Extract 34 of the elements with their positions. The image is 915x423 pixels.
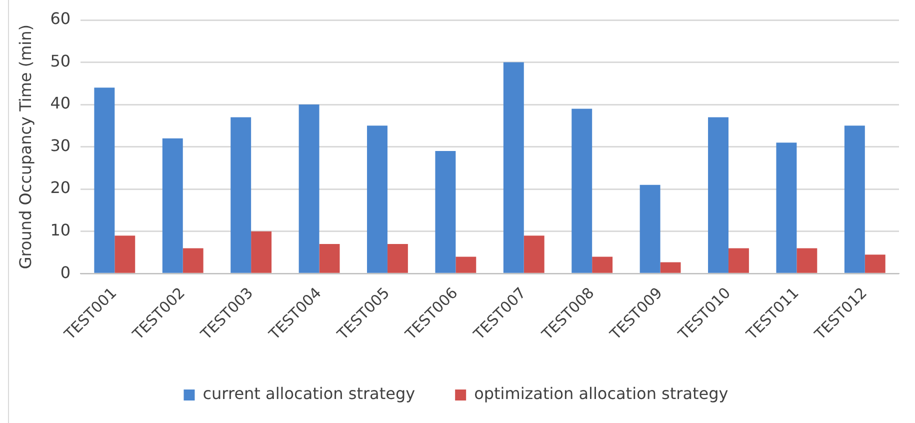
bar <box>251 231 272 273</box>
legend-label: optimization allocation strategy <box>474 384 728 404</box>
y-tick-label: 30 <box>50 136 71 155</box>
bar <box>776 142 797 273</box>
bar <box>435 151 456 273</box>
bar <box>844 126 865 273</box>
bar <box>94 88 115 273</box>
bar <box>230 117 252 273</box>
bar <box>114 236 136 273</box>
bar <box>592 256 613 273</box>
bar <box>728 248 749 273</box>
bar <box>640 184 660 273</box>
y-axis-title: Ground Occupancy Time (min) <box>16 24 35 270</box>
y-tick-label: 40 <box>50 94 71 113</box>
y-tick-label: 20 <box>50 178 71 198</box>
bar <box>387 244 408 273</box>
bar <box>572 108 592 273</box>
bar <box>319 244 340 273</box>
bar <box>162 138 183 273</box>
y-tick-label: 0 <box>60 262 71 282</box>
bar <box>708 117 728 273</box>
legend-label: current allocation strategy <box>202 384 416 404</box>
y-tick-label: 50 <box>50 51 71 70</box>
bar <box>524 236 544 273</box>
bar <box>182 248 204 273</box>
bar <box>298 104 320 273</box>
bar <box>864 254 886 273</box>
y-tick-label: 60 <box>50 9 71 28</box>
bar <box>456 256 476 273</box>
bar <box>367 126 388 273</box>
y-tick-label: 10 <box>50 220 71 240</box>
bar <box>660 262 681 273</box>
bar <box>503 62 524 273</box>
bar <box>796 248 818 273</box>
